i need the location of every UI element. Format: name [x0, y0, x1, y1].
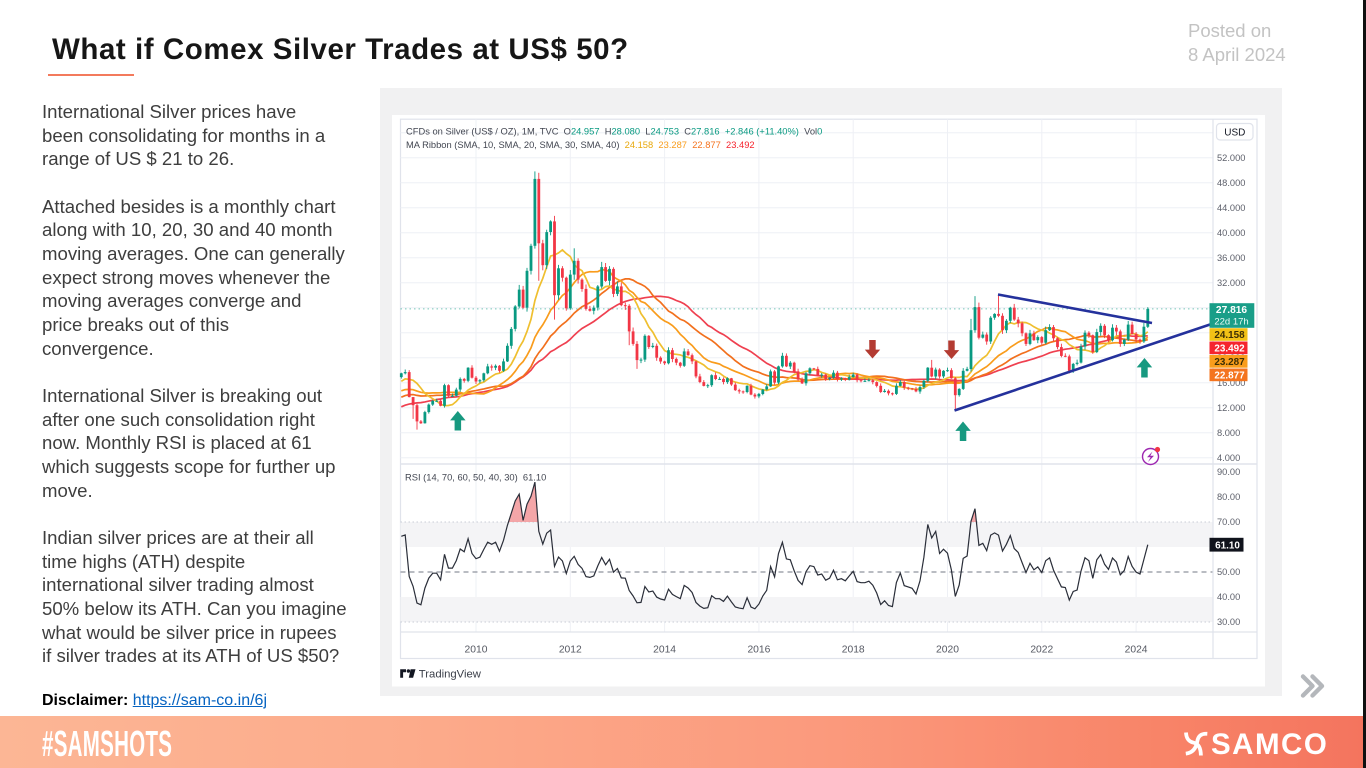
svg-text:2016: 2016: [747, 644, 770, 655]
svg-text:61.10: 61.10: [1215, 540, 1240, 551]
svg-text:22.877: 22.877: [1214, 370, 1245, 381]
svg-text:16.000: 16.000: [1217, 378, 1245, 388]
svg-text:TradingView: TradingView: [419, 669, 482, 681]
svg-text:23.287: 23.287: [1214, 357, 1245, 368]
svg-text:48.000: 48.000: [1217, 178, 1245, 188]
svg-text:27.816: 27.816: [1216, 305, 1247, 316]
svg-text:40.000: 40.000: [1217, 228, 1245, 238]
svg-text:90.00: 90.00: [1217, 467, 1240, 477]
svg-text:52.000: 52.000: [1217, 153, 1245, 163]
svg-text:30.00: 30.00: [1217, 617, 1240, 627]
svg-text:22d 17h: 22d 17h: [1214, 317, 1248, 328]
svg-text:RSI (14, 70, 60, 50, 40, 30): RSI (14, 70, 60, 50, 40, 30) 61.10: [405, 472, 546, 482]
svg-text:SAMCO: SAMCO: [1211, 729, 1328, 757]
svg-text:70.00: 70.00: [1217, 517, 1240, 527]
svg-text:12.000: 12.000: [1217, 403, 1245, 413]
svg-text:44.000: 44.000: [1217, 203, 1245, 213]
svg-text:80.00: 80.00: [1217, 492, 1240, 502]
svg-text:CFDs on Silver (US$ / OZ), 1M,: CFDs on Silver (US$ / OZ), 1M, TVC O24.9…: [406, 127, 822, 137]
svg-text:8.000: 8.000: [1217, 428, 1240, 438]
svg-text:36.000: 36.000: [1217, 253, 1245, 263]
svg-text:40.00: 40.00: [1217, 592, 1240, 602]
svg-text:32.000: 32.000: [1217, 278, 1245, 288]
svg-text:USD: USD: [1224, 127, 1245, 138]
svg-text:2014: 2014: [653, 644, 676, 655]
svg-text:2020: 2020: [936, 644, 959, 655]
svg-text:50.00: 50.00: [1217, 567, 1240, 577]
svg-text:2010: 2010: [465, 644, 488, 655]
svg-text:MA Ribbon (SMA, 10, SMA, 20, S: MA Ribbon (SMA, 10, SMA, 20, SMA, 30, SM…: [406, 140, 755, 150]
svg-text:4.000: 4.000: [1217, 453, 1240, 463]
svg-text:24.158: 24.158: [1214, 330, 1245, 341]
svg-text:2018: 2018: [842, 644, 865, 655]
svg-text:2012: 2012: [559, 644, 582, 655]
svg-text:2024: 2024: [1125, 644, 1148, 655]
svg-text:23.492: 23.492: [1214, 343, 1245, 354]
svg-text:2022: 2022: [1030, 644, 1053, 655]
